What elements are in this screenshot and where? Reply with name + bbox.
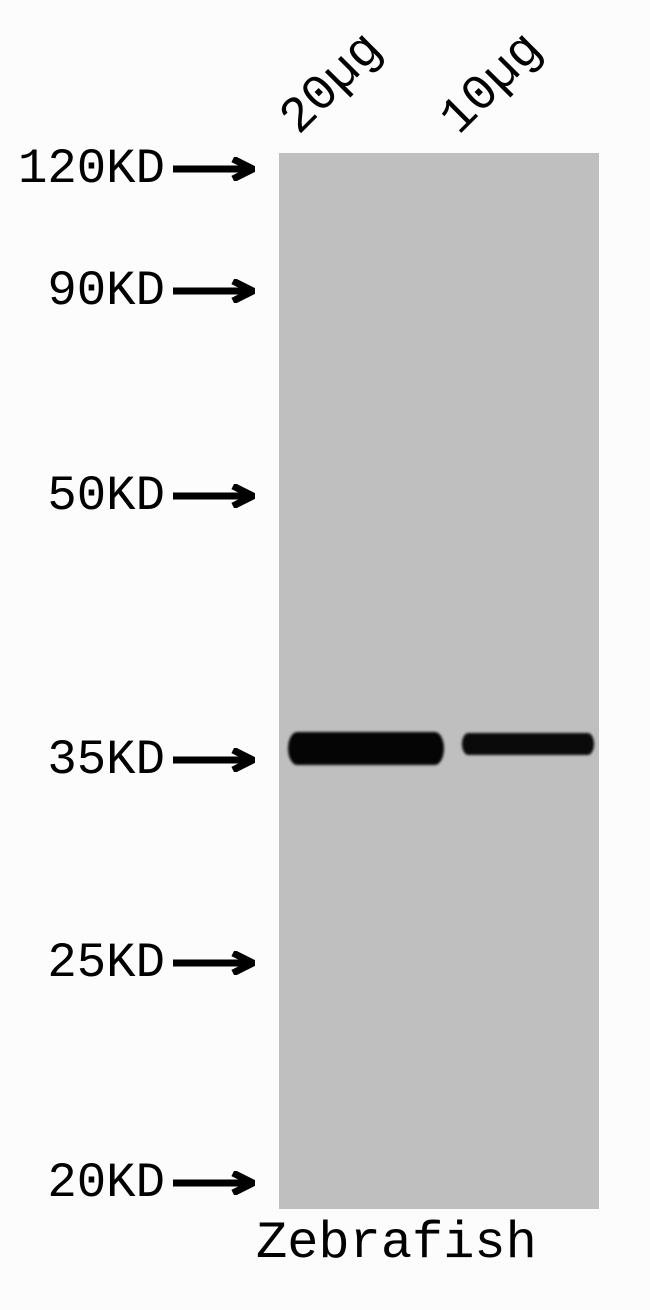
arrow-right-icon <box>173 279 255 303</box>
western-blot-figure: 120KD 90KD 50KD 35KD 25KD 20KD 20µg 10µg Zebra… <box>0 0 650 1310</box>
mw-marker-row: 25KD <box>0 939 255 988</box>
mw-marker-label: 35KD <box>0 732 165 788</box>
arrow-right-icon <box>173 484 255 508</box>
mw-marker-label: 50KD <box>0 468 165 524</box>
arrow-right-icon <box>173 748 255 772</box>
arrow-right-icon <box>173 1171 255 1195</box>
mw-marker-label: 90KD <box>0 263 165 319</box>
lane-header: 20µg <box>270 22 395 147</box>
lane-header: 10µg <box>430 22 555 147</box>
mw-marker-label: 25KD <box>0 935 165 991</box>
mw-marker-row: 120KD <box>0 145 255 194</box>
sample-label: Zebrafish <box>256 1214 537 1273</box>
mw-marker-row: 90KD <box>0 267 255 316</box>
protein-band <box>462 733 594 755</box>
mw-marker-label: 20KD <box>0 1155 165 1211</box>
mw-marker-row: 20KD <box>0 1159 255 1208</box>
mw-marker-row: 50KD <box>0 472 255 521</box>
arrow-right-icon <box>173 157 255 181</box>
mw-marker-row: 35KD <box>0 736 255 785</box>
blot-membrane <box>279 153 599 1209</box>
mw-marker-label: 120KD <box>0 141 165 197</box>
arrow-right-icon <box>173 951 255 975</box>
protein-band <box>288 732 444 765</box>
